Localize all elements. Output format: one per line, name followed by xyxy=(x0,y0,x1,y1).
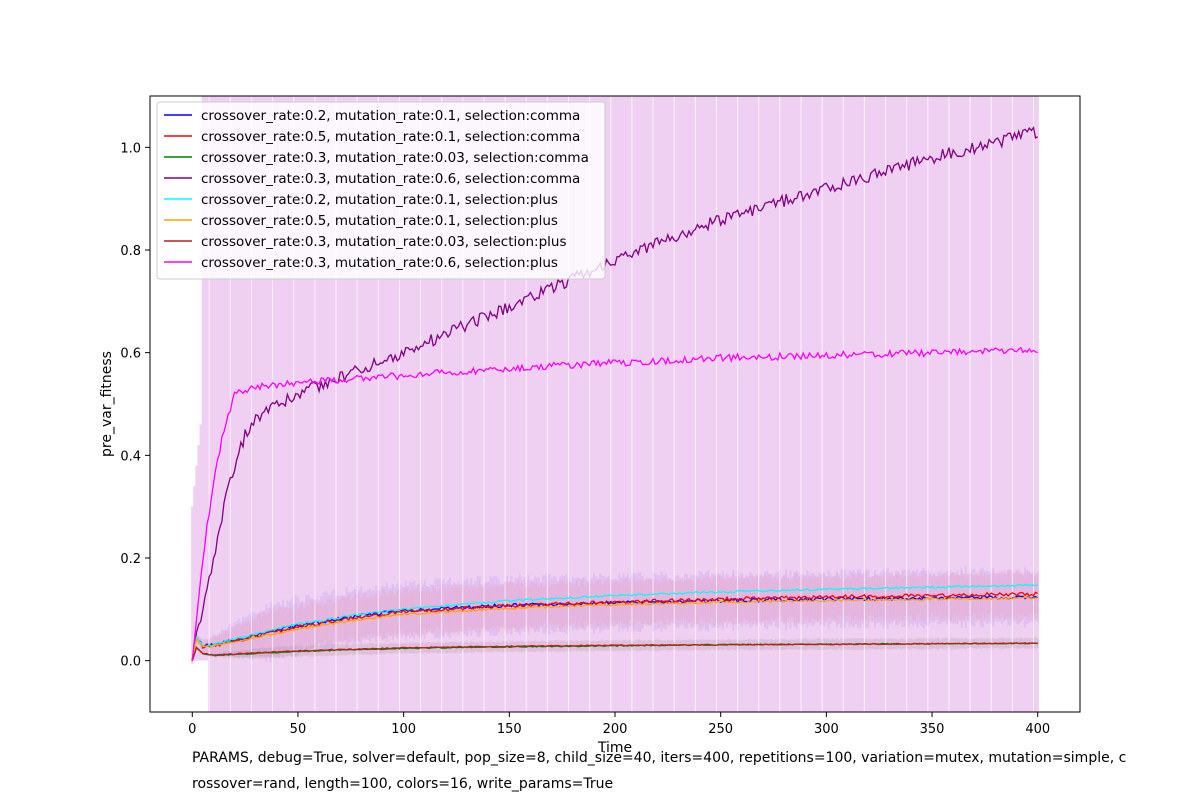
x-tick-label: 300 xyxy=(814,722,839,737)
legend-label: crossover_rate:0.3, mutation_rate:0.6, s… xyxy=(201,171,580,187)
series-line-5 xyxy=(191,596,1038,661)
params-line-1: PARAMS, debug=True, solver=default, pop_… xyxy=(192,750,1127,766)
y-tick-label: 1.0 xyxy=(120,141,141,156)
series-line-7 xyxy=(191,346,1038,661)
series-line-3 xyxy=(191,126,1039,661)
legend-item: crossover_rate:0.2, mutation_rate:0.1, s… xyxy=(164,108,580,124)
legend-label: crossover_rate:0.5, mutation_rate:0.1, s… xyxy=(201,213,558,229)
legend-item: crossover_rate:0.3, mutation_rate:0.6, s… xyxy=(164,171,580,187)
x-tick-label: 0 xyxy=(188,722,196,737)
y-axis: 0.0 0.2 0.4 0.6 0.8 1.0 xyxy=(120,141,150,670)
x-axis-label: Time xyxy=(597,740,632,756)
legend-box xyxy=(156,101,606,280)
x-tick-label: 350 xyxy=(920,722,945,737)
legend-item: crossover_rate:0.3, mutation_rate:0.03, … xyxy=(164,234,567,250)
legend-label: crossover_rate:0.2, mutation_rate:0.1, s… xyxy=(201,192,558,208)
x-tick-label: 150 xyxy=(497,722,522,737)
legend-item: crossover_rate:0.5, mutation_rate:0.1, s… xyxy=(164,213,558,229)
y-tick-label: 0.4 xyxy=(120,449,141,464)
legend-label: crossover_rate:0.2, mutation_rate:0.1, s… xyxy=(201,108,580,124)
legend-item: crossover_rate:0.2, mutation_rate:0.1, s… xyxy=(164,192,558,208)
y-tick-label: 0.6 xyxy=(120,347,141,362)
legend: crossover_rate:0.2, mutation_rate:0.1, s… xyxy=(156,101,606,280)
legend-label: crossover_rate:0.3, mutation_rate:0.03, … xyxy=(201,234,567,250)
legend-label: crossover_rate:0.3, mutation_rate:0.03, … xyxy=(201,150,589,166)
x-axis: 0 50 100 150 200 250 300 350 400 xyxy=(188,712,1050,737)
x-tick-label: 50 xyxy=(290,722,307,737)
x-tick-label: 100 xyxy=(391,722,416,737)
x-tick-label: 250 xyxy=(708,722,733,737)
series-line-4 xyxy=(191,583,1039,661)
params-line-2: rossover=rand, length=100, colors=16, wr… xyxy=(192,776,614,792)
y-tick-label: 0.2 xyxy=(120,552,141,567)
x-tick-label: 200 xyxy=(603,722,628,737)
legend-label: crossover_rate:0.3, mutation_rate:0.6, s… xyxy=(201,255,558,271)
series-line-6 xyxy=(191,642,1038,661)
legend-item: crossover_rate:0.5, mutation_rate:0.1, s… xyxy=(164,129,580,145)
legend-item: crossover_rate:0.3, mutation_rate:0.03, … xyxy=(164,150,589,166)
legend-item: crossover_rate:0.3, mutation_rate:0.6, s… xyxy=(164,255,558,271)
y-tick-label: 0.8 xyxy=(120,244,141,259)
y-axis-label: pre_var_fitness xyxy=(99,351,115,457)
series-line-1 xyxy=(191,591,1039,661)
x-tick-label: 400 xyxy=(1025,722,1050,737)
series-lines xyxy=(191,126,1039,661)
series-line-0 xyxy=(191,595,1039,661)
legend-label: crossover_rate:0.5, mutation_rate:0.1, s… xyxy=(201,129,580,145)
y-tick-label: 0.0 xyxy=(120,655,141,670)
